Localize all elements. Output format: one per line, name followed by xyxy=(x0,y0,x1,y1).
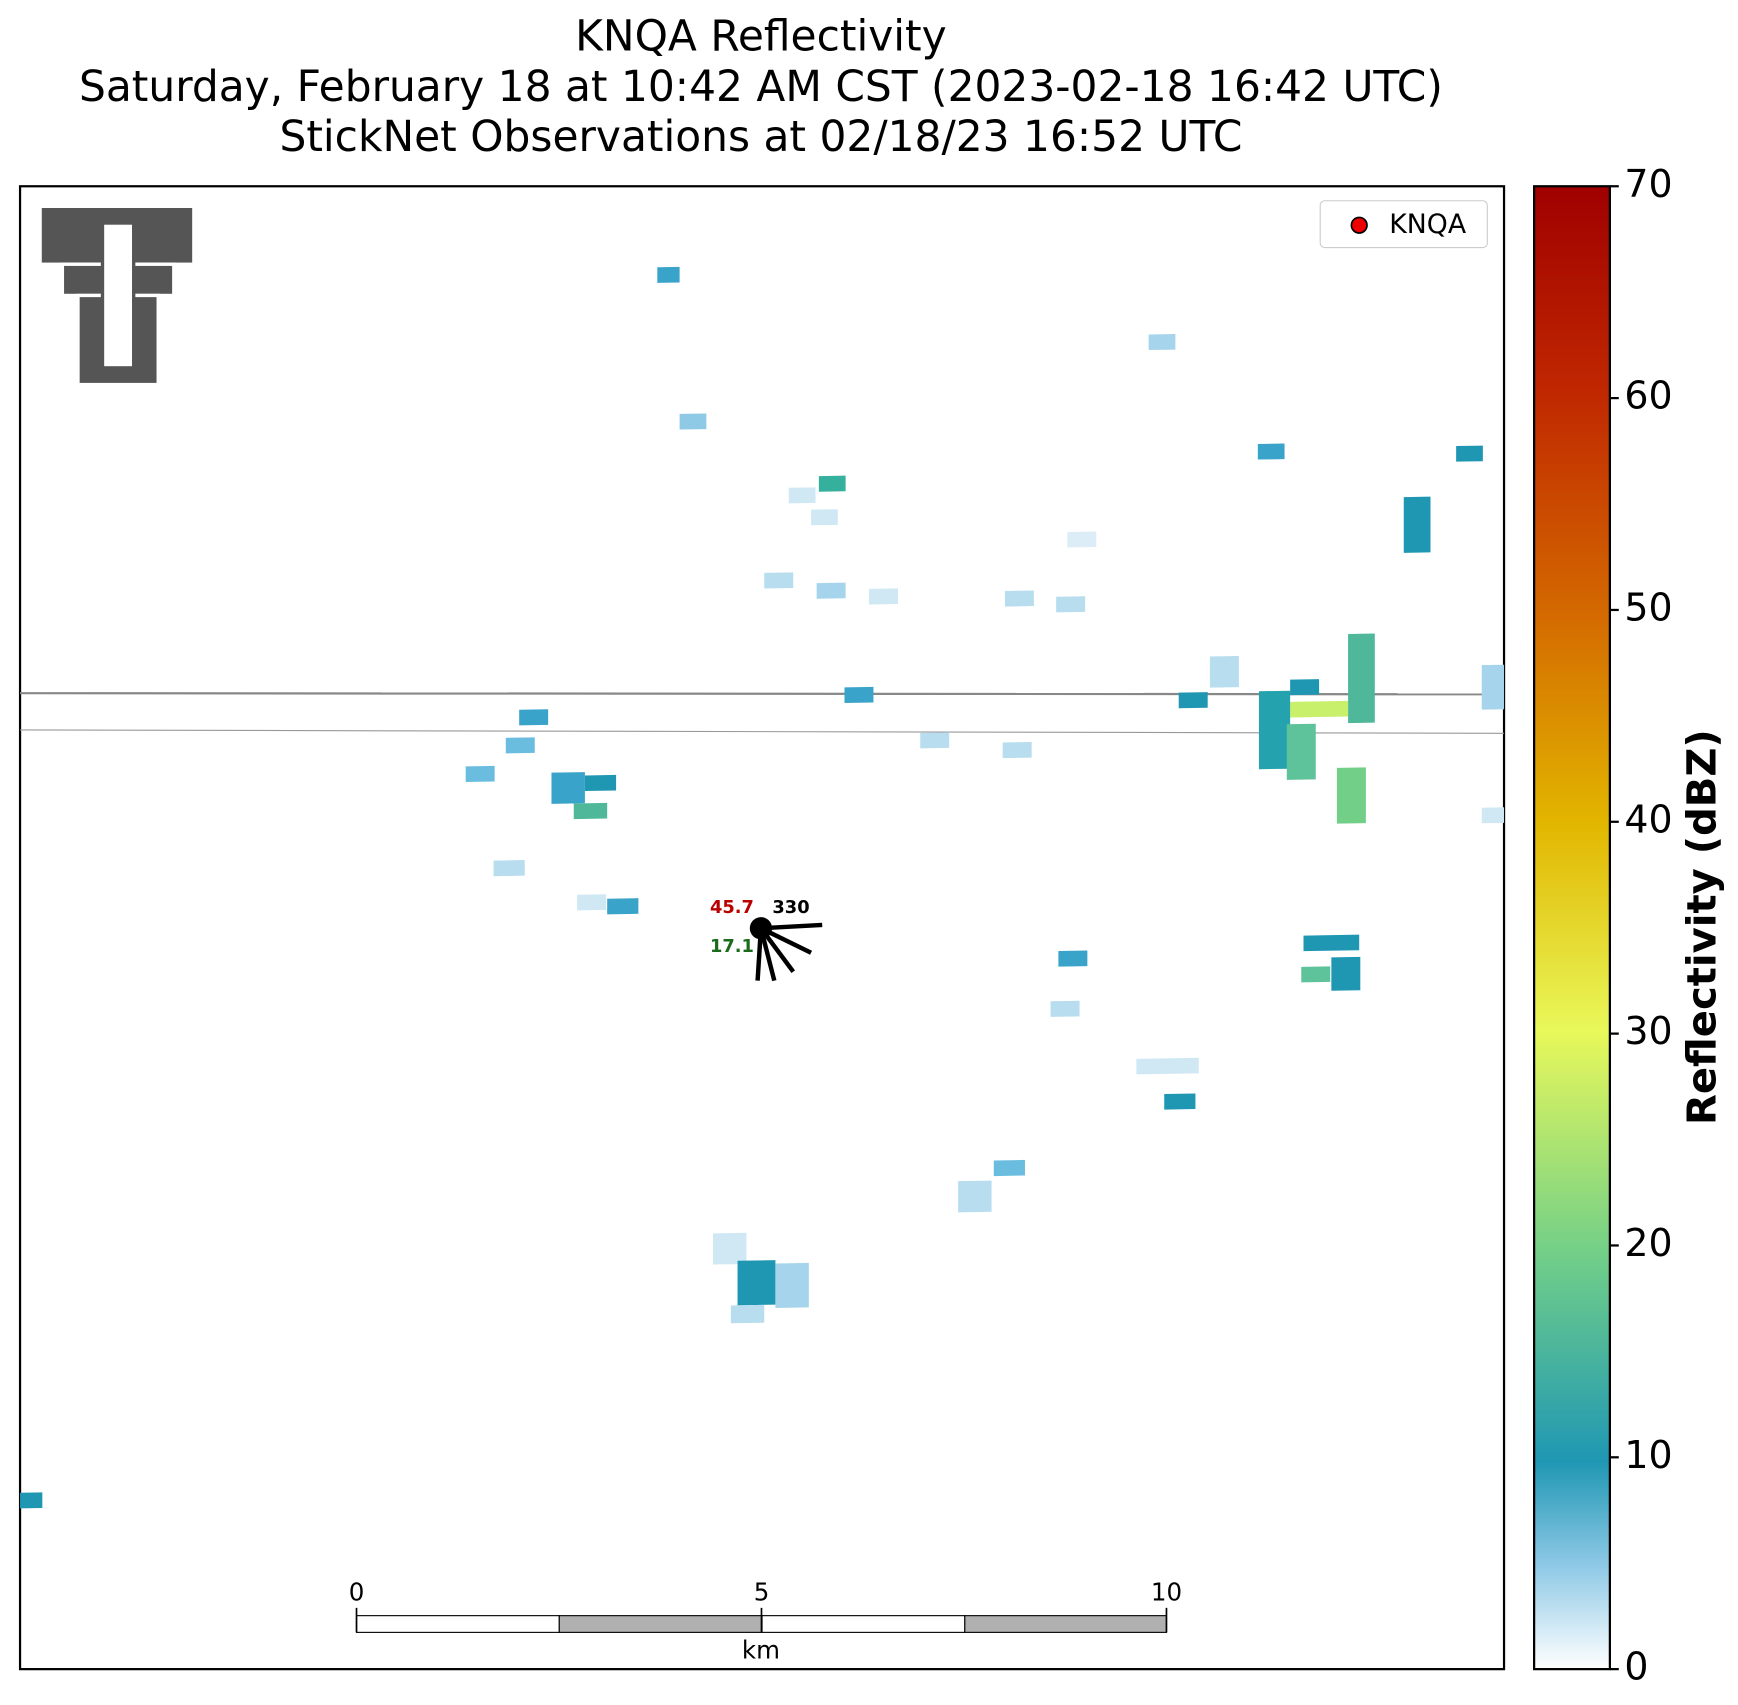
echo xyxy=(1290,700,1349,718)
echo xyxy=(519,709,549,726)
echo xyxy=(1456,445,1483,462)
echo xyxy=(551,772,585,804)
colorbar-tick-label: 70 xyxy=(1624,162,1672,206)
station-value: 330 xyxy=(772,897,809,918)
scale-segment xyxy=(964,1615,1168,1633)
echo xyxy=(1058,950,1088,967)
scale-tick-label: 0 xyxy=(349,1577,365,1606)
colorbar-tick-label: 10 xyxy=(1624,1433,1672,1477)
scale-tick-label: 5 xyxy=(754,1577,770,1606)
echo xyxy=(869,588,898,605)
station-marker xyxy=(749,917,773,940)
logo xyxy=(38,204,196,387)
echo xyxy=(1004,590,1034,607)
echo xyxy=(1178,692,1208,709)
scale-bar: km 0 5 10 xyxy=(349,1577,1182,1664)
echo xyxy=(1303,934,1360,952)
echo xyxy=(20,1492,43,1509)
echo xyxy=(993,1159,1025,1177)
echo xyxy=(1164,1093,1196,1110)
echo xyxy=(607,898,639,915)
echo xyxy=(737,1260,776,1306)
temperature: 45.7 xyxy=(710,897,754,918)
echo xyxy=(679,413,707,430)
echo xyxy=(1481,807,1505,824)
echo xyxy=(788,487,816,504)
colorbar-tick-label: 50 xyxy=(1624,585,1672,629)
subtitle: StickNet Observations at 02/18/23 16:52 … xyxy=(279,112,1242,161)
colorbar-tick-label: 40 xyxy=(1624,797,1672,841)
echo xyxy=(657,266,680,283)
echo xyxy=(1002,742,1032,759)
road xyxy=(20,729,1505,734)
road xyxy=(20,692,1505,696)
colorbar-tick-label: 60 xyxy=(1624,374,1672,418)
colorbar-label: Reflectivity (dBZ) xyxy=(1680,729,1726,1125)
scale-unit: km xyxy=(742,1635,780,1664)
echo xyxy=(573,802,608,820)
echo xyxy=(505,737,535,754)
echo xyxy=(764,572,794,589)
echo xyxy=(1481,664,1505,710)
colorbar-tick-label: 20 xyxy=(1624,1221,1672,1265)
subtitle: Saturday, February 18 at 10:42 AM CST (2… xyxy=(79,62,1443,111)
echo xyxy=(1290,679,1320,696)
dewpoint: 17.1 xyxy=(710,936,754,957)
scale-tick-label: 10 xyxy=(1151,1577,1182,1606)
echo xyxy=(1301,966,1331,983)
echo xyxy=(1257,443,1285,460)
echo xyxy=(1331,956,1361,991)
colorbar: Reflectivity (dBZ) 0 10 20 30 40 50 60 70 xyxy=(1533,162,1726,1689)
echo xyxy=(1209,655,1239,688)
echo xyxy=(1258,690,1291,770)
echo xyxy=(816,582,846,599)
echo xyxy=(1050,1000,1080,1017)
colorbar-tick-label: 30 xyxy=(1624,1009,1672,1053)
echo xyxy=(577,894,607,911)
echo xyxy=(465,765,495,782)
echo xyxy=(844,686,874,703)
echo xyxy=(584,774,617,792)
legend-box xyxy=(1319,200,1488,249)
echo xyxy=(1136,1057,1199,1075)
echo xyxy=(730,1304,765,1324)
station: 45.7 330 17.1 xyxy=(710,897,823,982)
colorbar-tick-label: 0 xyxy=(1624,1645,1648,1689)
echo xyxy=(1067,531,1097,548)
echo xyxy=(1286,723,1316,780)
echo xyxy=(811,509,838,526)
scale-segment xyxy=(355,1615,560,1633)
legend-label: KNQA xyxy=(1389,209,1467,240)
echo xyxy=(713,1232,747,1265)
echo xyxy=(1348,633,1375,724)
colorbar-ramp xyxy=(1533,185,1611,1671)
legend-marker xyxy=(1350,216,1368,234)
title-block: KNQA Reflectivity Saturday, February 18 … xyxy=(79,12,1443,161)
scale-segment xyxy=(761,1615,966,1633)
echo xyxy=(1403,496,1431,553)
legend: KNQA xyxy=(1319,200,1488,249)
map-panel: KNQA 45.7 330 17.1 km 0 5 10 xyxy=(18,185,1506,1671)
echo xyxy=(920,732,950,749)
echo xyxy=(818,475,846,492)
scale-segment xyxy=(558,1615,763,1633)
echo xyxy=(493,860,525,877)
echo xyxy=(1056,596,1086,613)
echo xyxy=(1336,767,1366,824)
radar-echoes xyxy=(20,266,1505,1509)
echo xyxy=(1148,333,1176,351)
echo xyxy=(775,1262,809,1309)
title: KNQA Reflectivity xyxy=(575,12,947,61)
logo-inner xyxy=(100,221,136,370)
echo xyxy=(958,1180,992,1213)
